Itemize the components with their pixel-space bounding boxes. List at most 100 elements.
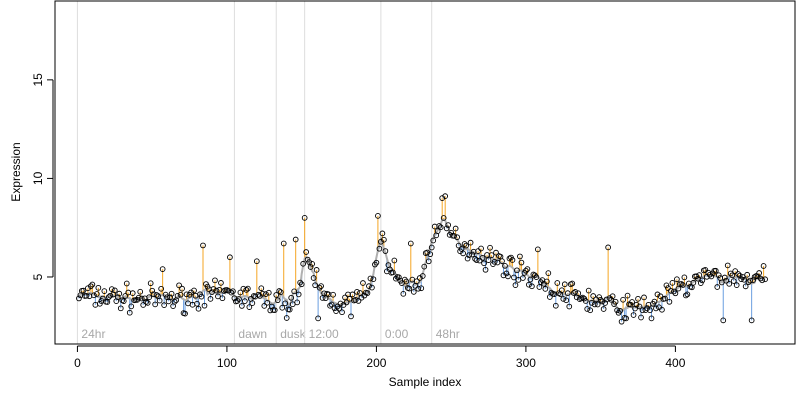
data-point (629, 299, 635, 305)
data-point (413, 278, 420, 285)
data-point (382, 248, 389, 254)
data-point (168, 290, 175, 297)
data-point (360, 280, 366, 286)
data-point (273, 292, 280, 298)
data-point (390, 269, 396, 276)
data-point (499, 258, 505, 264)
data-point (153, 292, 160, 298)
data-point (491, 258, 498, 265)
data-point (524, 266, 531, 272)
data-point (575, 290, 582, 297)
data-point (236, 296, 242, 302)
data-point (609, 293, 616, 300)
data-point (564, 290, 571, 297)
data-point (651, 298, 658, 305)
data-point (392, 275, 399, 282)
data-point (218, 280, 224, 286)
data-point (352, 297, 359, 303)
plot-frame (54, 0, 796, 345)
data-point (702, 267, 709, 273)
data-point (681, 274, 688, 281)
data-point (280, 240, 287, 247)
data-point (328, 301, 335, 308)
data-point (585, 287, 592, 294)
x-tick-label: 300 (516, 356, 536, 370)
data-point (415, 285, 422, 292)
data-point (747, 277, 754, 284)
data-point (306, 259, 312, 265)
data-point (674, 276, 680, 283)
data-point (244, 285, 251, 292)
data-point (246, 304, 253, 310)
data-point (191, 287, 197, 294)
data-point (563, 297, 570, 304)
data-point (545, 270, 552, 276)
data-point (123, 280, 130, 287)
data-point (177, 291, 184, 298)
data-point (442, 193, 449, 200)
data-point (487, 244, 493, 251)
data-point (535, 246, 541, 253)
data-point (143, 298, 150, 305)
data-point (672, 290, 679, 297)
data-point (95, 284, 102, 291)
data-point (505, 273, 511, 280)
data-point (729, 272, 736, 279)
data-point (617, 307, 623, 314)
data-point (99, 295, 106, 302)
data-point (330, 291, 336, 298)
data-point (627, 301, 634, 308)
data-point (748, 317, 755, 324)
data-point (348, 313, 354, 320)
data-point (733, 282, 740, 289)
data-point (279, 304, 286, 311)
data-point (455, 242, 462, 249)
data-point (364, 290, 371, 296)
data-point (662, 295, 668, 302)
data-point (212, 277, 218, 284)
x-tick-label: 0 (74, 356, 81, 370)
data-point (277, 289, 284, 295)
data-point (723, 277, 730, 284)
data-point (638, 314, 644, 321)
data-point (503, 270, 510, 277)
data-point (756, 270, 762, 276)
data-point (511, 274, 517, 281)
y-tick-label: 5 (31, 273, 45, 280)
data-point (373, 259, 380, 266)
data-point (690, 279, 697, 286)
data-point (443, 225, 450, 232)
data-point (512, 282, 519, 289)
data-point-layer (76, 193, 768, 325)
data-point (207, 296, 214, 302)
data-point (552, 302, 559, 309)
data-point (548, 289, 555, 296)
data-point (555, 290, 562, 297)
data-point (482, 266, 489, 273)
data-point (144, 300, 151, 306)
data-point (527, 276, 534, 283)
time-marker-layer: 24hr dawn dusk 12:00 0:00 48hr (76, 1, 460, 344)
data-point (425, 258, 432, 265)
data-point (624, 292, 631, 299)
data-point (230, 288, 236, 295)
data-point (594, 301, 601, 308)
time-marker-label: 48hr (436, 327, 460, 341)
data-point (228, 289, 235, 296)
data-point (297, 279, 304, 286)
data-point (712, 267, 719, 274)
data-point (587, 307, 594, 314)
data-point (264, 299, 271, 306)
data-point (406, 285, 413, 292)
data-point (316, 284, 323, 291)
data-point (493, 249, 499, 256)
data-point (137, 288, 144, 295)
data-point (523, 267, 529, 274)
data-point (83, 292, 90, 299)
data-point (605, 244, 611, 251)
data-point (301, 214, 308, 221)
data-point (479, 254, 486, 261)
data-point (282, 300, 289, 307)
data-point (200, 242, 206, 249)
